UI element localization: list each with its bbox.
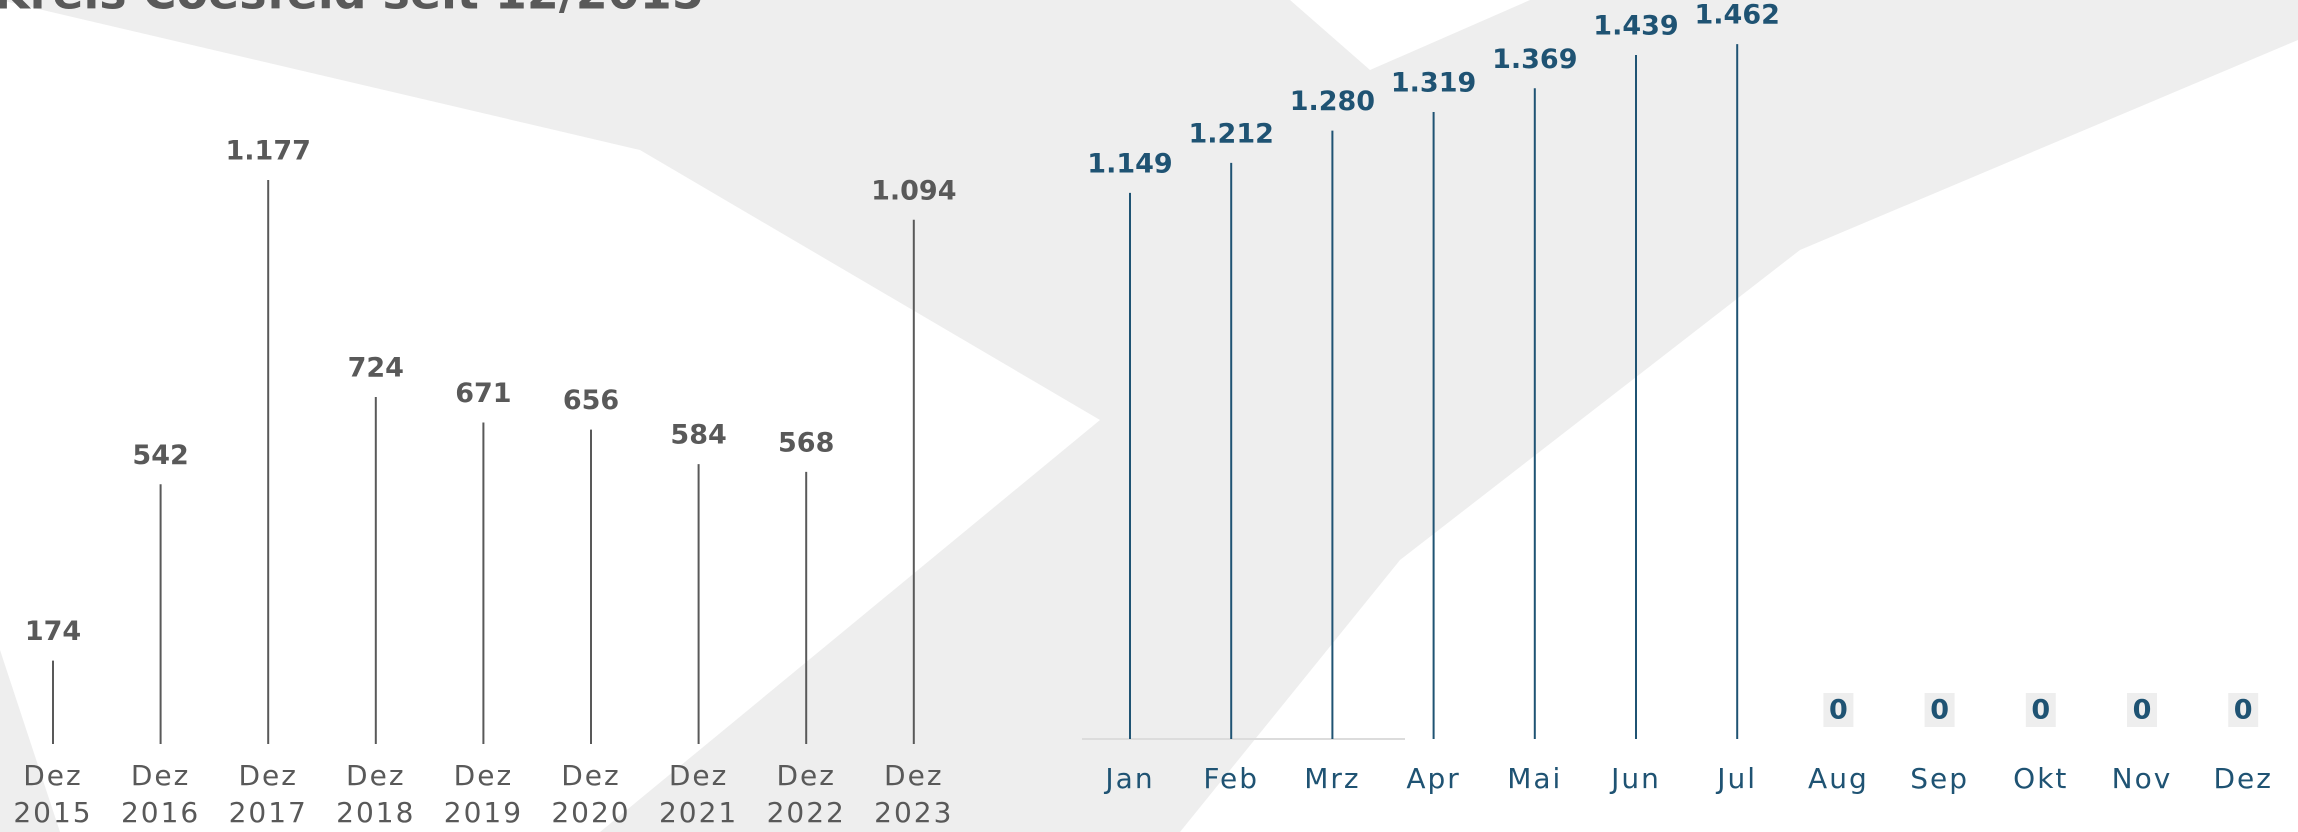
x-tick-label: Jun [1609, 762, 1661, 795]
value-label: 724 [348, 353, 404, 384]
x-tick-label: Dez 2015 [13, 759, 92, 829]
label-bg [2025, 693, 2056, 727]
value-label: 584 [670, 420, 726, 451]
label-line: Dez [454, 759, 513, 792]
x-tick-label: Dez [2213, 762, 2272, 795]
value-label: 542 [132, 440, 188, 471]
x-tick-label: Dez 2020 [551, 759, 630, 829]
x-tick-label: Jul [1715, 762, 1757, 795]
label-line: Dez [561, 759, 620, 792]
label-line: 2022 [767, 796, 846, 829]
x-tick-label: Mrz [1304, 762, 1360, 795]
label-bg [1823, 693, 1854, 727]
x-tick-label: Dez 2016 [121, 759, 200, 829]
value-label: 1.462 [1694, 0, 1779, 31]
value-label: 0 [2133, 695, 2152, 726]
label-line: Dez [884, 759, 943, 792]
value-label: 0 [2234, 695, 2253, 726]
x-tick-label: Dez 2017 [229, 759, 308, 829]
x-tick-label: Dez 2022 [767, 759, 846, 829]
x-tick-label: Dez 2021 [659, 759, 738, 829]
x-tick-label: Apr [1406, 762, 1460, 795]
value-label: 656 [563, 385, 619, 416]
chart-title: Kreis Coesfeld seit 12/2015 [0, 0, 704, 20]
x-tick-label: Aug [1808, 762, 1869, 795]
label-line: 2021 [659, 796, 738, 829]
x-tick-label: Jan [1103, 762, 1154, 795]
label-bg [1924, 693, 1955, 727]
label-line: 2020 [551, 796, 630, 829]
label-line: 2018 [336, 796, 415, 829]
value-label: 1.369 [1492, 44, 1577, 75]
x-tick-label: Dez 2019 [444, 759, 523, 829]
x-tick-label: Dez 2023 [874, 759, 953, 829]
x-tick-label: Okt [2013, 762, 2068, 795]
value-label: 1.319 [1391, 68, 1476, 99]
label-line: 2019 [444, 796, 523, 829]
label-line: Dez [131, 759, 190, 792]
value-label: 174 [25, 616, 81, 647]
value-label: 1.280 [1290, 86, 1375, 117]
label-line: 2016 [121, 796, 200, 829]
value-label: 0 [1829, 695, 1848, 726]
x-tick-label: Feb [1203, 762, 1259, 795]
x-tick-label: Mai [1507, 762, 1562, 795]
value-label: 671 [455, 378, 511, 409]
value-label: 1.149 [1087, 148, 1172, 179]
label-line: 2023 [874, 796, 953, 829]
label-line: Dez [776, 759, 835, 792]
x-tick-label: Nov [2112, 762, 2173, 795]
label-line: Dez [238, 759, 297, 792]
x-tick-label: Dez 2018 [336, 759, 415, 829]
value-label: 1.439 [1593, 10, 1678, 41]
value-label: 568 [778, 427, 834, 458]
label-line: 2015 [13, 796, 92, 829]
value-label: 1.212 [1188, 118, 1273, 149]
label-line: Dez [669, 759, 728, 792]
value-label: 1.177 [225, 135, 310, 166]
value-label: 0 [2031, 695, 2050, 726]
label-line: Dez [346, 759, 405, 792]
x-tick-label: Sep [1910, 762, 1969, 795]
label-line: Dez [23, 759, 82, 792]
label-line: 2017 [229, 796, 308, 829]
value-label: 1.094 [871, 175, 956, 206]
value-label: 0 [1930, 695, 1949, 726]
label-bg [2127, 693, 2157, 727]
label-bg [2228, 693, 2259, 727]
